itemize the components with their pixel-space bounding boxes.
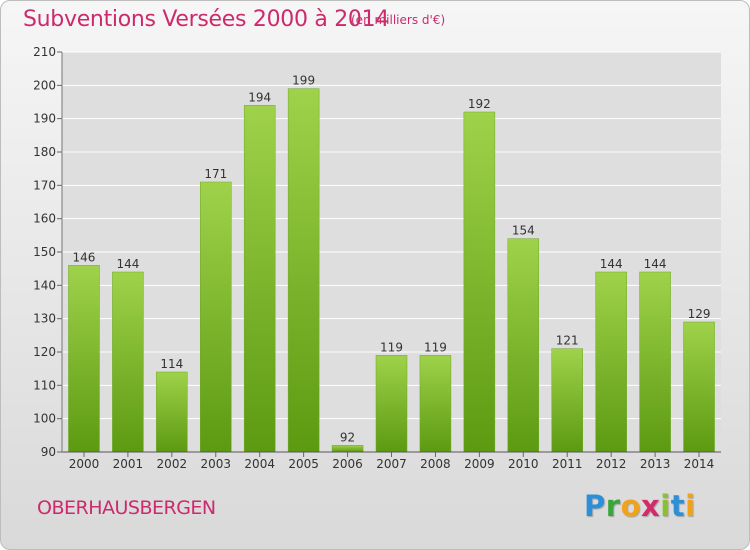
bar-2004 xyxy=(243,105,276,453)
bars xyxy=(68,88,715,453)
y-tick-label: 180 xyxy=(33,145,56,159)
x-tick-label: 2009 xyxy=(464,457,495,471)
bar-2001 xyxy=(112,271,144,453)
x-tick-label: 2008 xyxy=(420,457,451,471)
logo-letter: P xyxy=(584,489,606,523)
y-tick-label: 170 xyxy=(33,178,56,192)
data-label-2003: 171 xyxy=(204,167,227,181)
bar-2006 xyxy=(331,445,364,453)
logo-letter: x xyxy=(641,489,661,523)
bar-2002 xyxy=(156,371,188,453)
data-label-2012: 144 xyxy=(600,257,623,271)
x-tick-label: 2010 xyxy=(508,457,539,471)
y-tick-label: 150 xyxy=(33,245,56,259)
y-axis-ticks: 90 100 110 120 130 140 150 160 170 180 190 200 210 xyxy=(33,45,62,459)
data-label-2009: 192 xyxy=(468,97,491,111)
data-label-2008: 119 xyxy=(424,340,447,354)
x-tick-label: 2012 xyxy=(596,457,627,471)
bar-2010 xyxy=(507,238,540,453)
x-tick-label: 2006 xyxy=(332,457,363,471)
x-tick-label: 2011 xyxy=(552,457,583,471)
x-tick-label: 2007 xyxy=(376,457,407,471)
bar-2011 xyxy=(551,348,583,453)
data-label-2004: 194 xyxy=(248,90,271,104)
x-tick-label: 2014 xyxy=(684,457,715,471)
bar-2013 xyxy=(639,271,671,453)
y-tick-label: 110 xyxy=(33,378,56,392)
x-tick-label: 2000 xyxy=(69,457,100,471)
data-label-2010: 154 xyxy=(512,224,535,238)
bar-2000 xyxy=(68,265,100,453)
bar-2007 xyxy=(375,355,408,453)
data-label-2002: 114 xyxy=(160,357,183,371)
proxiti-logo: Proxiti xyxy=(584,489,696,523)
x-tick-label: 2005 xyxy=(288,457,319,471)
logo-letter: i xyxy=(685,489,696,523)
data-label-2005: 199 xyxy=(292,74,315,88)
y-tick-label: 200 xyxy=(33,78,56,92)
bar-2012 xyxy=(595,271,627,453)
x-tick-label: 2001 xyxy=(113,457,144,471)
data-label-2006: 92 xyxy=(340,430,355,444)
logo-letter: t xyxy=(670,489,686,523)
data-labels: 146 144 114 171 194 199 92 119 119 192 154 121 144 14… xyxy=(73,74,711,445)
y-tick-label: 100 xyxy=(33,412,56,426)
y-tick-label: 120 xyxy=(33,345,56,359)
y-tick-label: 140 xyxy=(33,278,56,292)
x-tick-label: 2004 xyxy=(244,457,275,471)
x-tick-label: 2003 xyxy=(200,457,231,471)
data-label-2011: 121 xyxy=(556,334,579,348)
x-axis-ticks: 2000 2001 2002 2003 2004 2005 2006 2007 2008 2009… xyxy=(69,452,715,471)
x-tick-label: 2002 xyxy=(157,457,188,471)
data-label-2013: 144 xyxy=(644,257,667,271)
bar-2009 xyxy=(463,111,496,453)
chart-title: Subventions Versées 2000 à 2014 xyxy=(23,7,390,32)
y-tick-label: 90 xyxy=(41,445,56,459)
x-tick-label: 2013 xyxy=(640,457,671,471)
y-tick-label: 160 xyxy=(33,212,56,226)
logo-letter: o xyxy=(620,489,642,523)
logo-letter: r xyxy=(605,489,621,523)
bar-2008 xyxy=(419,355,452,453)
logo-letter: i xyxy=(660,489,671,523)
y-tick-label: 210 xyxy=(33,45,56,59)
data-label-2007: 119 xyxy=(380,340,403,354)
data-label-2014: 129 xyxy=(688,307,711,321)
bar-2003 xyxy=(200,181,232,453)
chart-subtitle: (en milliers d'€) xyxy=(351,13,446,27)
bar-2005 xyxy=(287,88,320,453)
commune-name: OBERHAUSBERGEN xyxy=(37,497,216,519)
bar-2014 xyxy=(683,321,715,453)
data-label-2000: 146 xyxy=(73,250,96,264)
y-tick-label: 130 xyxy=(33,312,56,326)
data-label-2001: 144 xyxy=(116,257,139,271)
y-tick-label: 190 xyxy=(33,112,56,126)
